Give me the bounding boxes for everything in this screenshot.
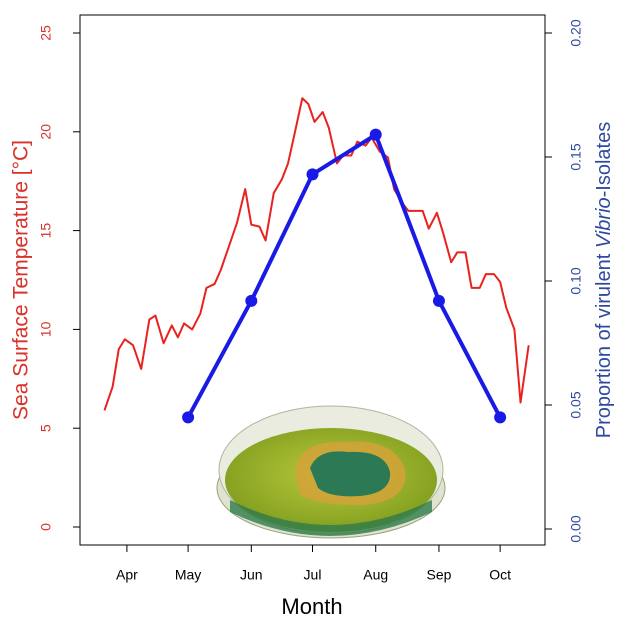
- x-tick-label: Sep: [426, 567, 451, 583]
- y-tick-label: 20: [38, 124, 54, 140]
- y-tick-label: 15: [38, 223, 54, 239]
- series-line: [186, 132, 502, 419]
- y2-title-part: Proportion of virulent: [593, 248, 615, 438]
- y-tick-label: 25: [38, 25, 54, 41]
- y2-title-part: Vibrio: [593, 197, 615, 248]
- x-tick-label: Apr: [116, 567, 138, 583]
- y-tick-label: 10: [38, 321, 54, 337]
- series-point: [245, 294, 258, 307]
- y2-title-part: -Isolates: [593, 122, 615, 198]
- x-tick-label: Jul: [304, 567, 322, 583]
- series-point: [182, 411, 195, 424]
- y2-tick-label: 0.20: [568, 19, 584, 46]
- x-tick-label: Oct: [489, 567, 511, 583]
- x-tick-label: May: [175, 567, 201, 583]
- x-axis-title: Month: [281, 594, 342, 619]
- series-line: [103, 97, 530, 411]
- series-point: [369, 128, 382, 141]
- y2-tick-label: 0.10: [568, 267, 584, 294]
- petri-dish: [216, 405, 446, 539]
- series-point: [432, 294, 445, 307]
- y-tick-label: 5: [38, 424, 54, 432]
- series-point: [494, 411, 507, 424]
- x-tick-label: Jun: [240, 567, 263, 583]
- y2-tick-label: 0.05: [568, 391, 584, 418]
- y2-axis-title: Proportion of virulent Vibrio-Isolates: [593, 122, 615, 438]
- y2-tick-label: 0.15: [568, 143, 584, 170]
- x-tick-label: Aug: [363, 567, 388, 583]
- y-axis-title: Sea Surface Temperature [°C]: [10, 140, 33, 420]
- y2-tick-label: 0.00: [568, 515, 584, 542]
- y-tick-label: 0: [38, 523, 54, 531]
- series-point: [306, 168, 319, 181]
